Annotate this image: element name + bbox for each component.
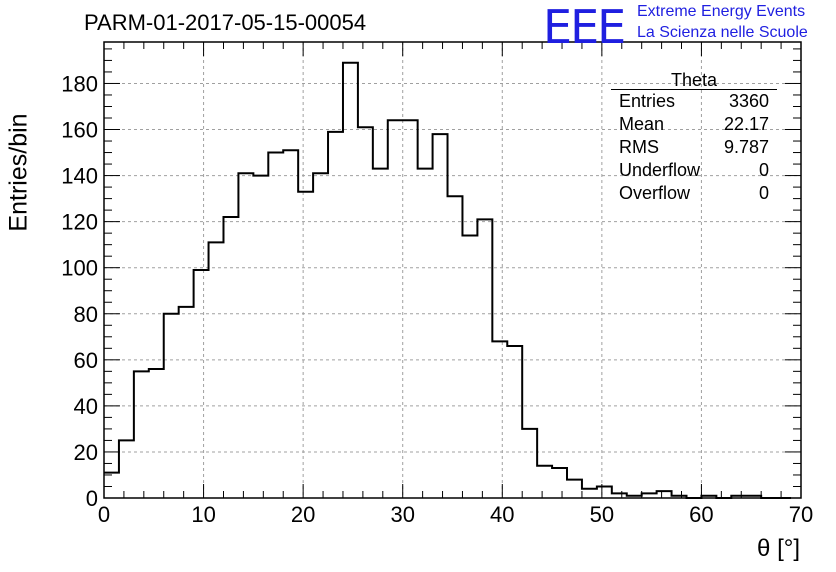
histogram-bin xyxy=(104,473,119,498)
y-tick-label: 40 xyxy=(74,394,98,419)
x-tick-label: 10 xyxy=(191,502,215,527)
histogram-bin xyxy=(194,270,209,498)
histogram-bin xyxy=(597,486,612,498)
y-tick-label: 0 xyxy=(86,486,98,511)
y-axis-label: Entries/bin xyxy=(4,113,33,232)
histogram-bin xyxy=(283,150,298,498)
y-tick-label: 180 xyxy=(61,71,98,96)
histogram-bin xyxy=(522,429,537,498)
histogram-bin xyxy=(164,314,179,498)
histogram-bin xyxy=(567,480,582,498)
x-tick-label: 30 xyxy=(390,502,414,527)
stats-row: Overflow 0 xyxy=(611,182,777,205)
histogram-bin xyxy=(552,468,567,498)
y-tick-label: 60 xyxy=(74,348,98,373)
histogram-bin xyxy=(134,371,149,498)
stats-value: 3360 xyxy=(728,91,769,111)
y-tick-label: 120 xyxy=(61,210,98,235)
stats-label: RMS xyxy=(619,137,659,157)
stats-row: Entries 3360 xyxy=(611,90,777,113)
x-tick-label: 50 xyxy=(590,502,614,527)
histogram-bin xyxy=(462,235,477,498)
histogram-bin xyxy=(358,127,373,498)
histogram-bin xyxy=(477,219,492,498)
histogram-bin xyxy=(403,120,418,498)
x-axis-label: θ [°] xyxy=(757,535,800,562)
stats-value: 9.787 xyxy=(723,137,769,157)
x-tick-label: 20 xyxy=(291,502,315,527)
histogram-bin xyxy=(149,369,164,498)
stats-label: Underflow xyxy=(619,160,701,180)
stats-row: Underflow 0 xyxy=(611,159,777,182)
x-tick-label: 60 xyxy=(689,502,713,527)
stats-value: 0 xyxy=(758,160,769,180)
histogram-bin xyxy=(179,307,194,498)
histogram-bin xyxy=(298,192,313,498)
histogram-bin xyxy=(313,173,328,498)
y-axis-label-wrap: Entries/bin xyxy=(4,112,34,232)
y-tick-label: 80 xyxy=(74,302,98,327)
histogram-bin xyxy=(343,63,358,498)
stats-value: 0 xyxy=(758,183,769,203)
histogram-bin xyxy=(418,169,433,498)
stats-label: Overflow xyxy=(619,183,691,203)
histogram-bin xyxy=(388,120,403,498)
histogram-bin xyxy=(507,346,522,498)
stats-label: Entries xyxy=(619,91,676,111)
histogram-bin xyxy=(268,153,283,498)
logo-line-1: Extreme Energy Events xyxy=(637,3,806,20)
x-tick-label: 40 xyxy=(490,502,514,527)
y-tick-label: 100 xyxy=(61,256,98,281)
plot-frame xyxy=(103,41,802,499)
stats-value: 22.17 xyxy=(723,114,769,134)
histogram-bin xyxy=(657,491,672,498)
histogram-bin xyxy=(209,242,224,498)
x-tick-label: 70 xyxy=(789,502,813,527)
histogram-bin xyxy=(328,132,343,498)
histogram-bin xyxy=(373,169,388,498)
histogram-bin xyxy=(119,440,134,498)
chart-title: PARM-01-2017-05-15-00054 xyxy=(84,10,367,35)
histogram-bin xyxy=(448,196,463,498)
stats-label: Mean xyxy=(619,114,665,134)
histogram-bin xyxy=(537,466,552,498)
logo-line-2: La Scienza nelle Scuole xyxy=(637,24,808,41)
histogram-bin xyxy=(223,217,238,498)
histogram-bin xyxy=(492,341,507,498)
eee-logo: EEE xyxy=(543,0,626,54)
histogram-bin xyxy=(253,176,268,498)
histogram-bin xyxy=(582,489,597,498)
x-tick-label: 0 xyxy=(98,502,110,527)
stats-box: Theta Entries 3360 Mean 22.17 RMS 9.787 Und… xyxy=(611,71,777,205)
histogram-bin xyxy=(433,134,448,498)
y-tick-label: 20 xyxy=(74,440,98,465)
stats-row: RMS 9.787 xyxy=(611,136,777,159)
stats-row: Mean 22.17 xyxy=(611,113,777,136)
stats-title: Theta xyxy=(611,71,777,90)
histogram-bin xyxy=(238,173,253,498)
y-tick-label: 160 xyxy=(61,118,98,143)
histogram-step-line xyxy=(104,61,792,499)
y-tick-label: 140 xyxy=(61,164,98,189)
